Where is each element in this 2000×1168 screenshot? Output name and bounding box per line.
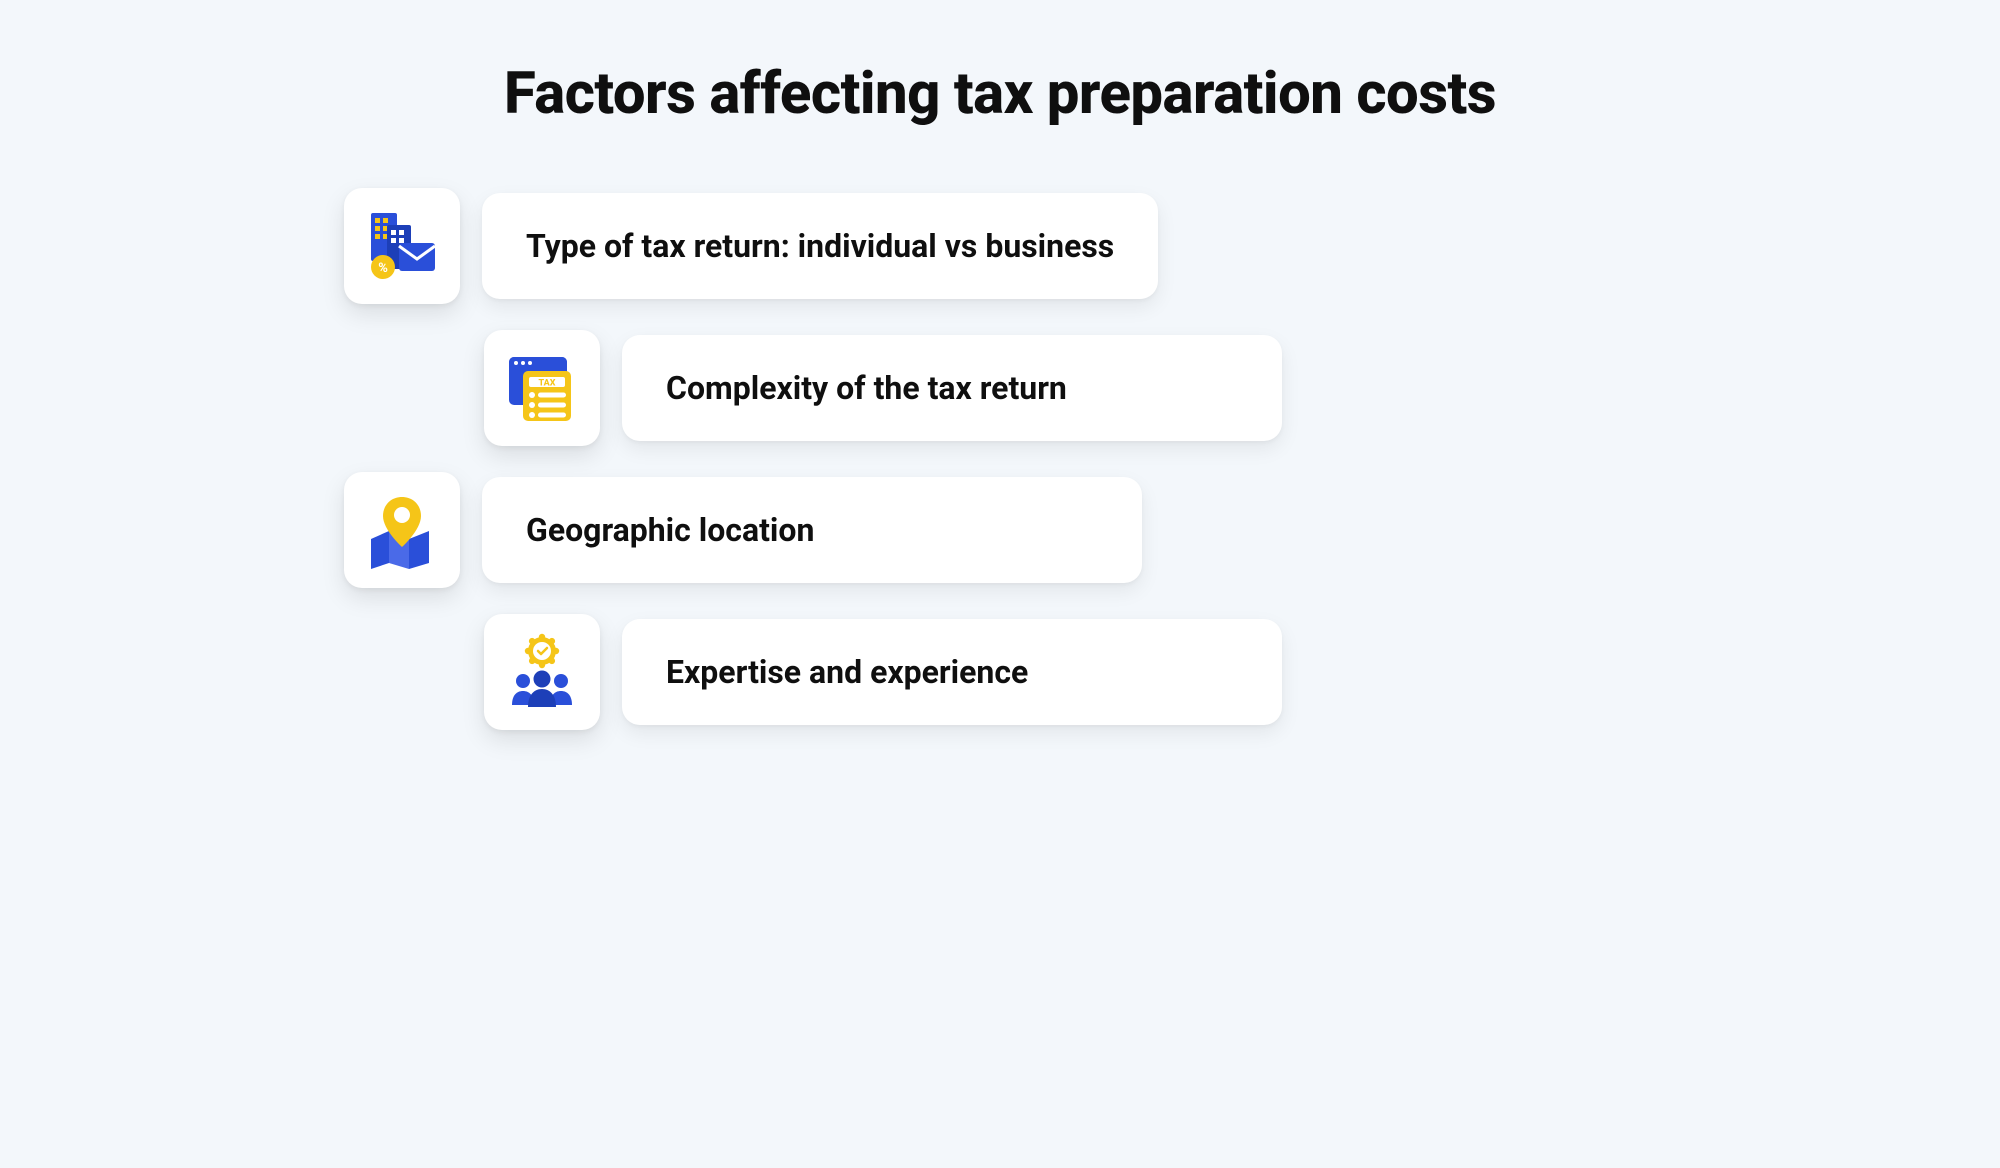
list-item: % Type of tax return: individual vs busi… xyxy=(344,188,1158,304)
icon-card: TAX xyxy=(484,330,600,446)
buildings-mail-icon: % xyxy=(363,207,441,285)
item-label: Type of tax return: individual vs busine… xyxy=(526,227,1114,265)
list-item: TAX Complexity of the tax return xyxy=(484,330,1282,446)
items-list: % Type of tax return: individual vs busi… xyxy=(0,188,2000,988)
tax-document-icon: TAX xyxy=(503,349,581,427)
item-label: Geographic location xyxy=(526,511,814,549)
icon-card xyxy=(484,614,600,730)
item-label-card: Complexity of the tax return xyxy=(622,335,1282,441)
icon-card xyxy=(344,472,460,588)
map-pin-icon xyxy=(363,491,441,569)
infographic-container: Factors affecting tax preparation costs xyxy=(0,0,2000,1168)
team-badge-icon xyxy=(503,633,581,711)
list-item: Geographic location xyxy=(344,472,1142,588)
item-label-card: Type of tax return: individual vs busine… xyxy=(482,193,1158,299)
svg-text:TAX: TAX xyxy=(539,379,556,389)
item-label: Complexity of the tax return xyxy=(666,369,1067,407)
icon-card: % xyxy=(344,188,460,304)
item-label-card: Expertise and experience xyxy=(622,619,1282,725)
list-item: Expertise and experience xyxy=(484,614,1282,730)
svg-text:%: % xyxy=(378,261,388,276)
item-label: Expertise and experience xyxy=(666,653,1028,691)
item-label-card: Geographic location xyxy=(482,477,1142,583)
page-title: Factors affecting tax preparation costs xyxy=(0,60,2000,128)
